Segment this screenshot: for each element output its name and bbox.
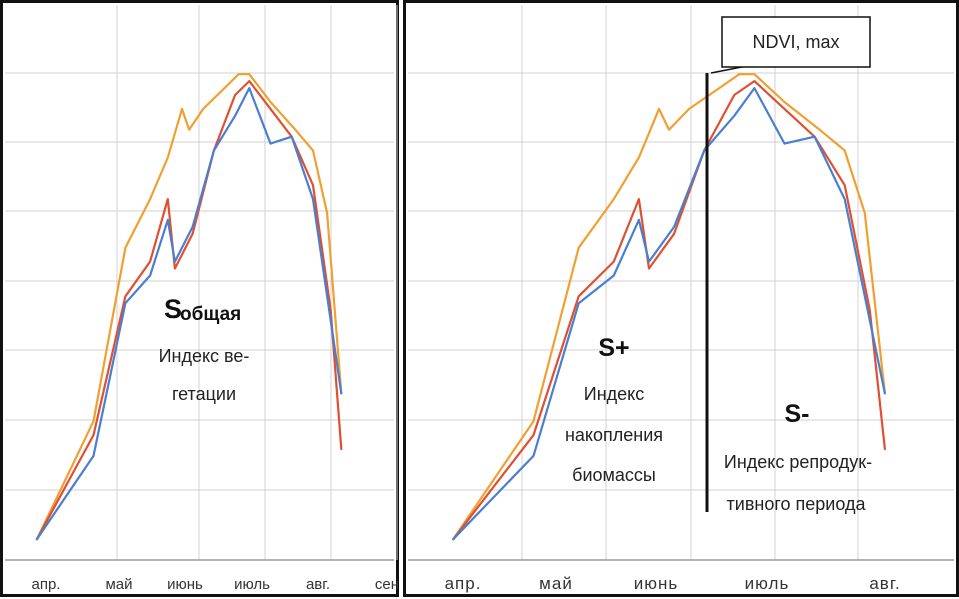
x-tick-label: июнь (634, 574, 679, 593)
x-tick-label: сен (375, 576, 399, 593)
series-line (35, 73, 343, 541)
x-tick-label: май (105, 576, 132, 593)
annotation-line: гетации (172, 384, 236, 404)
x-tick-label: июль (234, 576, 270, 593)
annotation-line: Индекс ве- (159, 346, 250, 366)
x-tick-label: авг. (306, 576, 330, 593)
s-plus-label: S+ (598, 334, 629, 362)
x-tick-label: апр. (445, 574, 482, 593)
x-tick-label: авг. (869, 574, 900, 593)
annotation-line: биомассы (572, 465, 656, 485)
s-total-subscript: общая (180, 304, 241, 325)
x-tick-label: май (539, 574, 573, 593)
callout-text: NDVI, max (752, 32, 839, 52)
grid (408, 5, 954, 561)
annotation-line: Индекс (584, 384, 644, 404)
x-tick-label: апр. (32, 576, 61, 593)
s-minus-label: S- (785, 400, 810, 428)
series-lines (35, 73, 343, 541)
series-line (35, 86, 343, 541)
series-line (452, 86, 887, 541)
x-axis-ticks: апр. май июнь июль авг. сен (32, 576, 400, 593)
annotation-line: тивного периода (727, 494, 867, 514)
series-line (452, 73, 887, 541)
x-tick-label: июнь (167, 576, 203, 593)
annotation-line: накопления (565, 425, 663, 445)
chart-panel-split: апр. май июнь июль авг. NDVI, max S+ Индекс … (403, 0, 959, 597)
annotation-line: Индекс репродук- (724, 452, 872, 472)
x-axis-ticks: апр. май июнь июль авг. (445, 574, 900, 593)
x-tick-label: июль (745, 574, 790, 593)
callout-box (721, 16, 871, 68)
chart-panel-total: апр. май июнь июль авг. сен S общая Индекс ве… (0, 0, 400, 597)
s-total-letter: S (164, 294, 182, 324)
series-lines (452, 73, 887, 541)
